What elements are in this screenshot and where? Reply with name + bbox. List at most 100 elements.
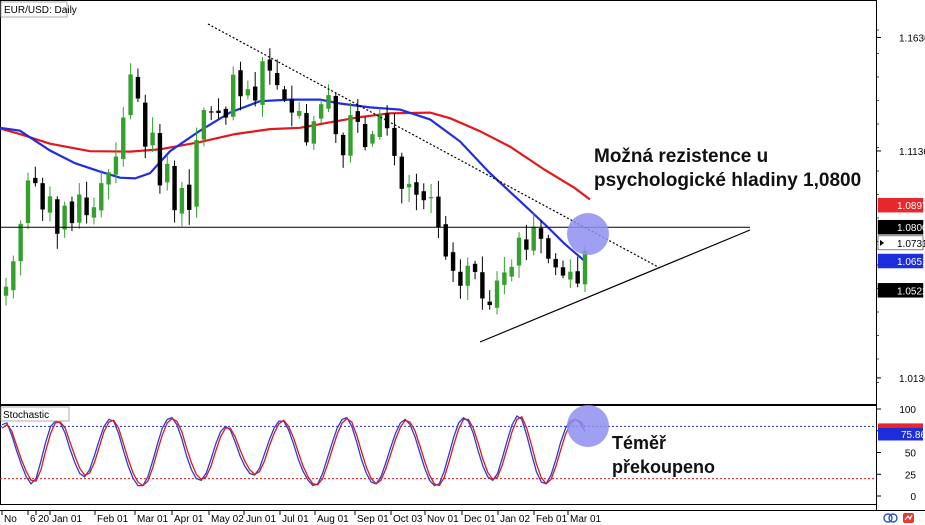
candle [348, 102, 353, 163]
candle [172, 160, 177, 223]
candlestick-series [3, 48, 588, 315]
time-axis: No 6 20 Jan 01 Feb 01 Mar 01 Apr 01 May 02 Jun 0… [1, 510, 602, 525]
candle [524, 224, 529, 261]
time-tick-label: May 02 [211, 514, 244, 525]
price-label-text: 1.0897 [897, 201, 925, 212]
link-icon[interactable] [883, 513, 898, 523]
candle [150, 117, 155, 152]
candle [3, 277, 9, 306]
candle [40, 177, 45, 221]
time-tick-label: Nov 01 [427, 514, 459, 525]
candle [480, 256, 485, 310]
candle [69, 196, 75, 232]
candle [509, 259, 514, 282]
stochastic-tick-label: 100 [899, 405, 916, 416]
symbol-title: EUR/USD: Daily [4, 5, 77, 16]
candle [47, 186, 53, 222]
candle [209, 106, 214, 120]
candle [399, 152, 404, 204]
candle [377, 107, 382, 140]
time-tick-label: Jan 02 [500, 514, 530, 525]
candle [223, 106, 229, 125]
candle [18, 220, 23, 276]
price-label-text: 1.0651 [897, 257, 925, 268]
candle [487, 290, 492, 310]
stochastic-tick-label: 25 [905, 470, 917, 481]
candle [179, 181, 185, 227]
time-tick-label: 20 [38, 514, 50, 525]
candle [370, 130, 375, 147]
candle [553, 253, 558, 276]
candle [296, 101, 302, 119]
candle [333, 92, 339, 143]
price-label: 1.0731 [877, 235, 925, 251]
overbought-highlight-circle [567, 405, 609, 447]
stochastic-tick-label: 50 [905, 449, 917, 460]
time-tick-label: Oct 03 [393, 514, 423, 525]
candle [421, 183, 426, 210]
candle [260, 56, 265, 117]
candle [106, 168, 111, 200]
pane-frames [0, 0, 925, 511]
candle [502, 257, 507, 295]
candle [84, 181, 89, 224]
candle [91, 197, 97, 225]
time-tick-label: Aug 01 [317, 514, 349, 525]
candle [194, 127, 199, 218]
candle [568, 259, 573, 289]
time-tick-label: Mar 01 [570, 514, 602, 525]
price-axis: 1.1636 1.1136 1.0136 1.0897 1.0800 1.0731 1.06… [876, 29, 925, 385]
candle [187, 169, 192, 225]
candle [267, 48, 273, 85]
price-tick-label: 1.0136 [899, 374, 925, 385]
price-tick-label: 1.1136 [899, 147, 925, 158]
candle [304, 104, 309, 146]
candle [531, 213, 536, 256]
overbought-annotation: Téměř překoupeno [612, 433, 716, 477]
candle [538, 220, 544, 254]
candle [128, 63, 133, 120]
resistance-annotation: Možná rezistence u psychologické hladiny… [594, 146, 862, 191]
candle [362, 116, 368, 151]
stochastic-pane [0, 415, 876, 487]
time-tick-label: Jan 01 [52, 514, 82, 525]
candle [231, 66, 236, 121]
candle [62, 201, 67, 238]
candle [318, 100, 324, 124]
candle [384, 104, 390, 136]
price-label: 1.0522 [877, 283, 925, 298]
candle [414, 173, 419, 211]
symbol-label: EUR/USD: Daily [0, 1, 77, 18]
candle [157, 124, 163, 194]
time-tick-label: Dec 01 [464, 514, 496, 525]
candle [494, 271, 500, 315]
time-tick-label: Feb 01 [97, 514, 129, 525]
price-pane [0, 23, 751, 343]
candle [340, 132, 346, 168]
stochastic-value-label: 75.86 [878, 427, 925, 441]
stochastic-tick-label: 0 [910, 492, 916, 503]
stochastic-d-line [1, 415, 586, 487]
time-tick-label: Feb 01 [536, 514, 568, 525]
stochastic-title: Stochastic [3, 410, 49, 421]
time-tick-label: Mar 01 [137, 514, 169, 525]
candle [274, 59, 280, 90]
candle [216, 98, 221, 119]
time-tick-label: Sep 01 [357, 514, 389, 525]
time-tick-label: No [4, 514, 17, 525]
time-tick-label: Apr 01 [174, 514, 204, 525]
candle [143, 94, 148, 159]
candle [450, 242, 456, 282]
ma-slow-line [0, 111, 591, 201]
candle [465, 257, 470, 301]
candle [55, 196, 60, 249]
candle [77, 183, 82, 229]
time-tick-label: 6 [30, 514, 36, 525]
candle [121, 107, 126, 167]
candle [282, 85, 287, 102]
candle [560, 260, 566, 279]
ascending-trendline [479, 229, 751, 343]
candle [458, 259, 463, 299]
candle [113, 142, 119, 184]
candle [406, 174, 412, 202]
